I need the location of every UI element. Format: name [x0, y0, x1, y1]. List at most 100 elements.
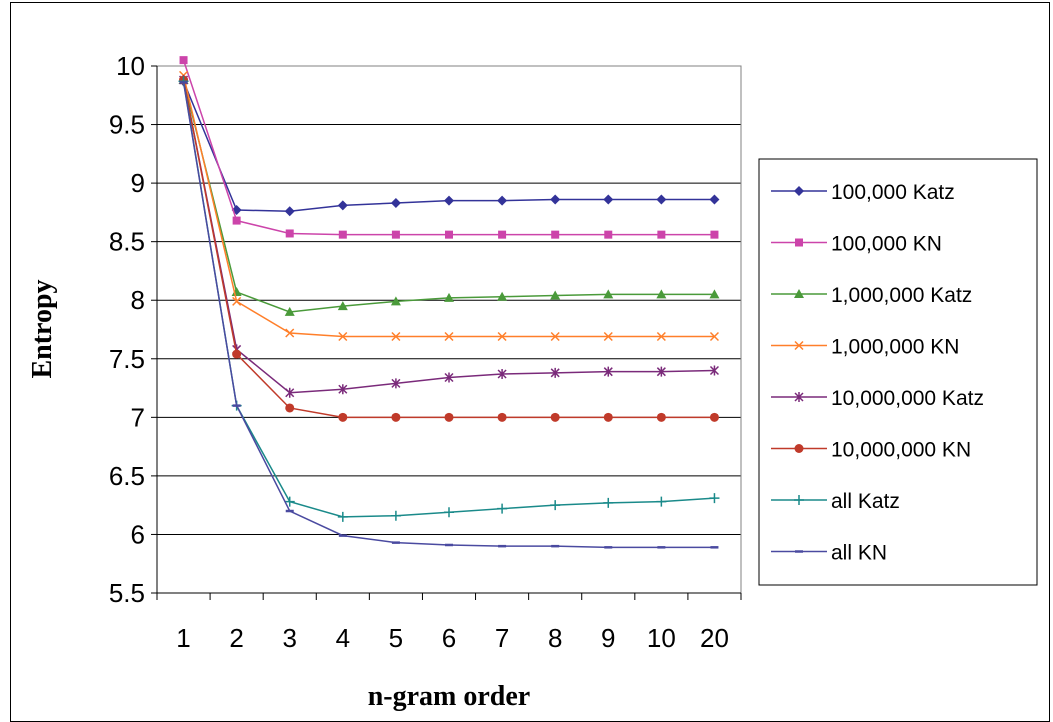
data-point: [497, 331, 507, 342]
data-point: [445, 230, 453, 239]
data-point: [232, 296, 242, 306]
y-tick-label: 10: [116, 51, 145, 81]
data-point: [179, 56, 188, 65]
data-point: [656, 289, 667, 299]
legend-label: 100,000 KN: [831, 233, 942, 256]
data-point: [337, 511, 348, 522]
data-point: [709, 194, 720, 205]
y-tick-label: 7: [131, 402, 145, 432]
data-point: [391, 412, 401, 422]
series-layer: [178, 56, 720, 549]
y-tick-label: 6: [131, 519, 145, 549]
data-point: [498, 230, 507, 239]
data-point: [284, 496, 295, 507]
x-tick-label: 4: [336, 623, 350, 653]
data-point: [444, 412, 454, 422]
y-tick-labels: 5.5 6 6.5 7 7.5 8 8.5 9 9.5 10: [109, 51, 145, 608]
x-tick-label: 8: [548, 623, 562, 653]
data-point: [391, 331, 401, 342]
legend-marker: [794, 495, 804, 505]
legend-marker: [794, 186, 804, 196]
data-point: [603, 412, 613, 422]
series-line: [182, 80, 715, 212]
y-tick-label: 6.5: [109, 461, 145, 491]
series-line: [182, 59, 715, 236]
x-tick-label: 5: [389, 623, 403, 653]
data-point: [550, 194, 561, 205]
data-point: [390, 510, 401, 521]
x-tick-label: 7: [495, 623, 509, 653]
legend-marker: [794, 340, 804, 351]
data-point: [710, 230, 719, 239]
legend-marker: [795, 238, 803, 247]
legend-label: 10,000,000 KN: [831, 439, 971, 462]
series-5: [179, 75, 719, 422]
axes: [151, 65, 742, 600]
legend-label: 10,000,000 Katz: [831, 387, 984, 410]
series-3: [179, 70, 719, 342]
x-axis-title: n-gram order: [368, 681, 531, 712]
data-point: [444, 507, 454, 518]
series-7: [179, 81, 719, 549]
series-line: [182, 79, 715, 419]
x-tick-label: 3: [282, 623, 296, 653]
data-point: [338, 412, 348, 422]
data-point: [232, 216, 241, 225]
data-point: [603, 289, 614, 299]
legend-marker: [794, 392, 804, 402]
data-point: [337, 301, 348, 311]
data-point: [285, 387, 295, 398]
data-point: [337, 200, 348, 211]
legend-item: all KN: [771, 542, 887, 565]
x-tick-label: 6: [442, 623, 456, 653]
data-point: [285, 328, 295, 338]
data-point: [338, 331, 348, 342]
legend-item: 1,000,000 Katz: [771, 284, 972, 307]
data-point: [550, 367, 560, 378]
data-point: [709, 289, 720, 299]
data-point: [709, 493, 720, 504]
legend-marker: [794, 444, 804, 453]
series-line: [182, 82, 715, 549]
x-tick-label: 2: [229, 623, 243, 653]
data-point: [550, 331, 560, 342]
data-point: [656, 331, 666, 342]
data-point: [390, 198, 401, 209]
data-point: [603, 497, 614, 508]
legend-item: 10,000,000 KN: [771, 439, 971, 462]
data-point: [232, 349, 242, 359]
legend-item: 100,000 Katz: [771, 181, 955, 204]
y-tick-label: 7.5: [109, 344, 145, 374]
x-tick-label: 10: [647, 623, 676, 653]
legend-label: all KN: [831, 542, 887, 565]
series-2: [178, 75, 720, 316]
data-point: [603, 331, 613, 342]
data-point: [550, 290, 561, 300]
data-point: [656, 496, 667, 507]
data-point: [709, 412, 719, 422]
legend-label: 100,000 Katz: [831, 181, 955, 204]
legend-label: all Katz: [831, 490, 900, 513]
legend-marker: [794, 289, 804, 298]
legend-item: 100,000 KN: [771, 233, 942, 256]
y-tick-label: 8.5: [109, 227, 145, 257]
data-point: [551, 230, 560, 239]
x-tick-label: 9: [601, 623, 615, 653]
data-point: [285, 403, 295, 413]
data-point: [391, 378, 401, 389]
data-point: [656, 194, 667, 205]
data-point: [603, 366, 613, 377]
data-point: [338, 384, 348, 395]
data-point: [444, 195, 454, 206]
y-tick-label: 5.5: [109, 578, 145, 608]
legend-item: 10,000,000 Katz: [771, 387, 984, 410]
data-point: [657, 230, 666, 239]
y-axis-title: Entropy: [27, 279, 58, 378]
data-point: [497, 291, 508, 301]
data-point: [656, 366, 666, 377]
data-point: [604, 230, 613, 239]
data-point: [709, 331, 719, 342]
data-point: [390, 296, 401, 306]
data-point: [444, 292, 454, 302]
data-point: [550, 412, 560, 422]
